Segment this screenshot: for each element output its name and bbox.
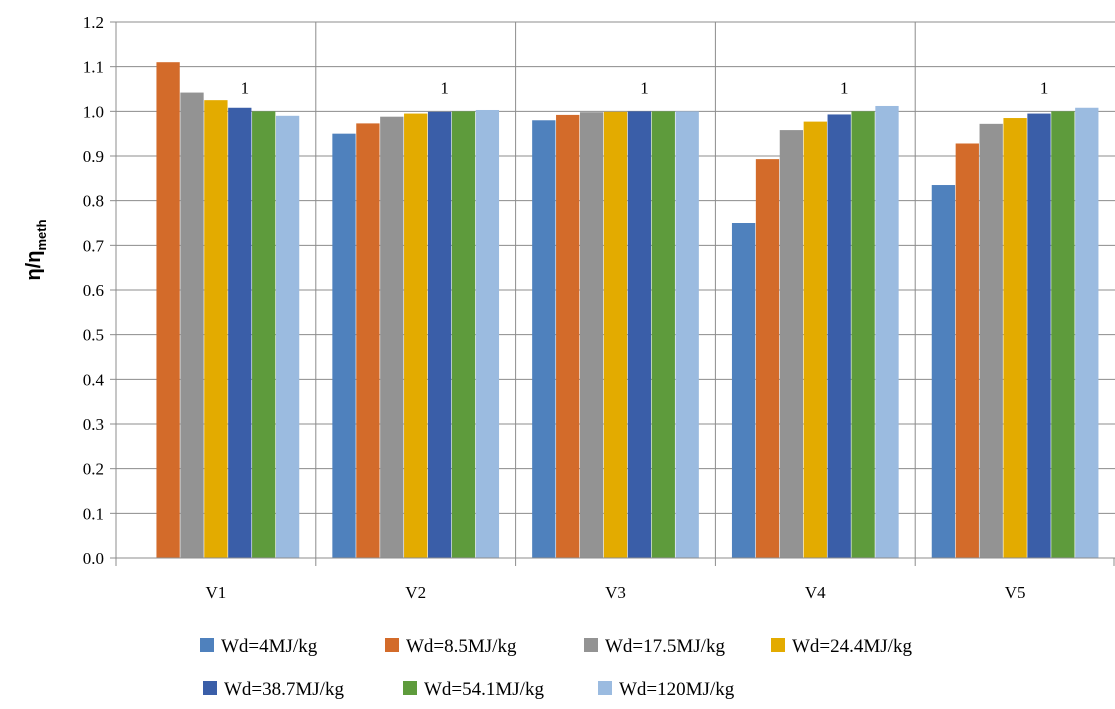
bar	[228, 107, 252, 558]
bar	[675, 111, 699, 558]
y-tick-label: 0.0	[83, 549, 104, 568]
bar	[955, 143, 979, 558]
x-tick-label: V2	[405, 583, 426, 602]
bar	[156, 62, 180, 558]
bar	[180, 92, 204, 558]
legend-swatch	[584, 638, 598, 652]
bars	[156, 62, 1099, 559]
data-label: 1	[440, 78, 449, 97]
bar	[651, 111, 675, 558]
bar	[275, 115, 300, 559]
bar	[380, 116, 404, 559]
y-tick-label: 0.6	[83, 281, 104, 300]
x-tick-label: V5	[1005, 583, 1026, 602]
y-tick-label: 0.4	[83, 370, 105, 389]
bar	[427, 111, 452, 558]
bar	[1075, 107, 1099, 558]
bar	[1003, 118, 1027, 559]
legend-label: Wd=4MJ/kg	[221, 636, 318, 657]
legend-swatch	[385, 638, 399, 652]
data-label: 1	[640, 78, 649, 97]
bar	[204, 100, 228, 559]
y-tick-label: 0.7	[83, 236, 105, 255]
bar	[532, 120, 556, 559]
bar	[979, 123, 1003, 558]
bar	[332, 133, 356, 558]
bar	[252, 111, 276, 558]
data-label: 1	[840, 78, 849, 97]
bar	[803, 121, 827, 559]
legend-label: Wd=38.7MJ/kg	[224, 679, 344, 700]
legend: Wd=4MJ/kg Wd=8.5MJ/kg Wd=17.5MJ/kg Wd=24.4M…	[200, 636, 912, 700]
y-tick-label: 1.0	[83, 102, 104, 121]
y-tick-label: 0.9	[83, 147, 104, 166]
legend-label: Wd=24.4MJ/kg	[792, 636, 912, 657]
bar	[579, 112, 604, 558]
x-tick-label: V4	[805, 583, 826, 602]
bar	[451, 111, 476, 558]
data-label: 1	[1040, 78, 1049, 97]
bar	[755, 159, 780, 559]
y-tick-label: 0.2	[83, 460, 104, 479]
legend-label: Wd=54.1MJ/kg	[424, 679, 544, 700]
y-tick-label: 1.2	[83, 13, 104, 32]
y-tick-label: 1.1	[83, 58, 104, 77]
bar	[827, 114, 851, 559]
bar	[1051, 111, 1075, 558]
bar	[731, 223, 756, 558]
legend-swatch	[598, 681, 612, 695]
legend-swatch	[203, 681, 217, 695]
bar	[875, 105, 899, 559]
legend-label: Wd=17.5MJ/kg	[605, 636, 725, 657]
y-axis-label-sub: meth	[34, 219, 49, 250]
data-label: 1	[241, 78, 250, 97]
legend-label: Wd=120MJ/kg	[619, 679, 735, 700]
bar	[851, 111, 875, 558]
bar	[603, 111, 628, 558]
y-axis-label: η/ηmeth	[23, 219, 49, 280]
y-axis-label-main: η/η	[23, 251, 45, 281]
y-tick-label: 0.8	[83, 192, 104, 211]
bar	[627, 111, 652, 558]
bar	[779, 130, 804, 559]
y-tick-label: 0.5	[83, 326, 104, 345]
bar	[931, 185, 956, 559]
axes: 0.0 0.1 0.2 0.3 0.4 0.5 0.6 0.7 0.8 0.9 1.0 1.1 1.2 V…	[83, 13, 1115, 602]
legend-swatch	[771, 638, 785, 652]
x-tick-label: V1	[206, 583, 227, 602]
x-tick-label: V3	[605, 583, 626, 602]
bar	[404, 113, 428, 559]
y-tick-label: 0.1	[83, 504, 104, 523]
bar	[475, 109, 500, 558]
bar	[556, 114, 580, 558]
legend-swatch	[200, 638, 214, 652]
legend-swatch	[403, 681, 417, 695]
bar	[1027, 113, 1051, 559]
data-labels: 1 1 1 1 1	[241, 78, 1049, 97]
bar	[356, 123, 380, 558]
legend-label: Wd=8.5MJ/kg	[406, 636, 517, 657]
y-tick-label: 0.3	[83, 415, 104, 434]
